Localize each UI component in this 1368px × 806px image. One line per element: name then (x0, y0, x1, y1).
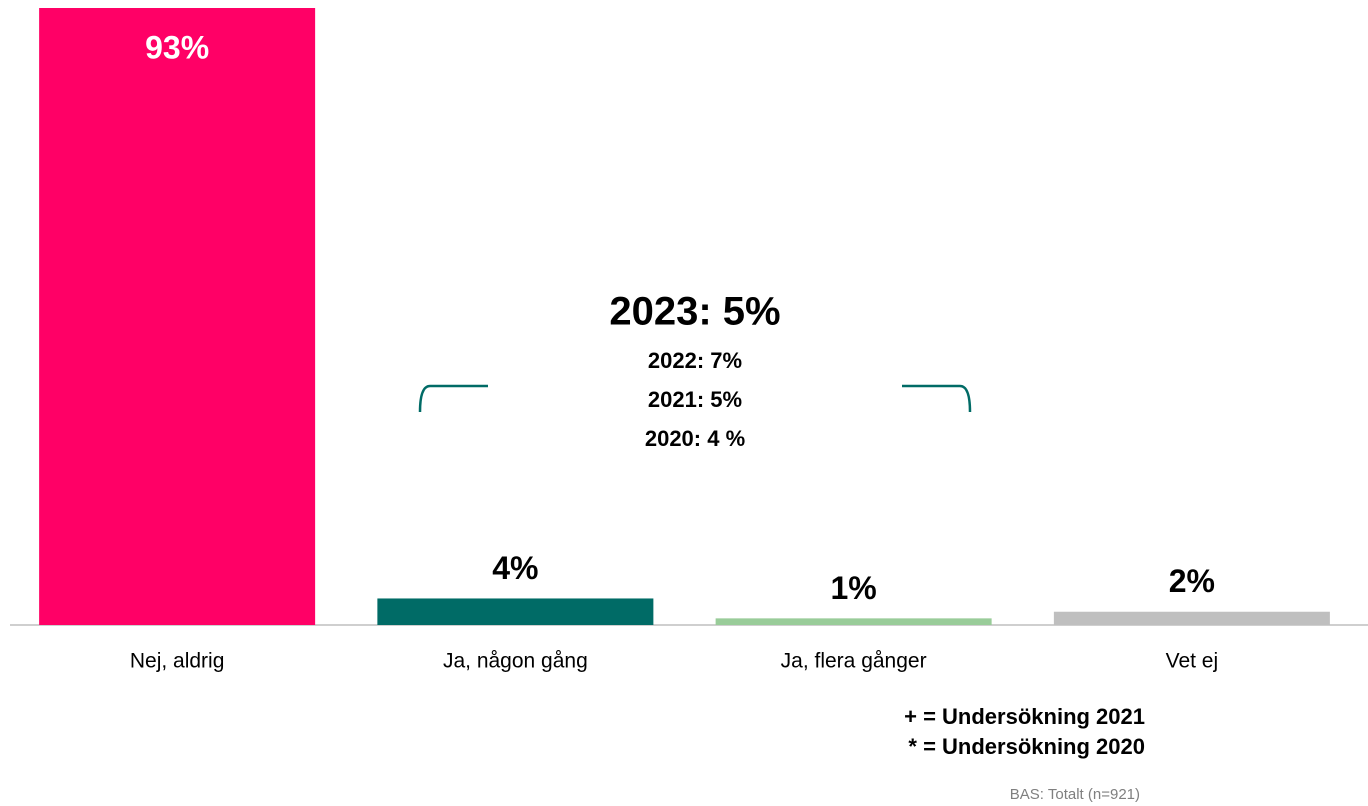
bar (1053, 611, 1330, 625)
bar (39, 8, 316, 625)
value-label: 93% (145, 29, 209, 65)
x-tick-label: Ja, flera gånger (781, 650, 927, 673)
x-tick-label: Nej, aldrig (130, 650, 225, 673)
value-label: 1% (831, 570, 877, 606)
bracket-right (902, 384, 972, 413)
bar (715, 618, 992, 625)
legend-note: + = Undersökning 2021 (904, 704, 1145, 729)
legend-note: * = Undersökning 2020 (908, 734, 1145, 759)
annotation: 2021: 5% (648, 387, 742, 412)
annotation: 2023: 5% (609, 290, 780, 334)
value-label: 2% (1169, 563, 1215, 599)
annotation: 2020: 4 % (645, 426, 745, 451)
footnote: BAS: Totalt (n=921) (1010, 786, 1140, 803)
value-label: 4% (492, 550, 538, 586)
bracket-left (418, 384, 488, 413)
x-tick-label: Ja, någon gång (443, 650, 588, 673)
annotation: 2022: 7% (648, 348, 742, 373)
x-tick-label: Vet ej (1166, 650, 1219, 673)
bar (377, 598, 654, 625)
